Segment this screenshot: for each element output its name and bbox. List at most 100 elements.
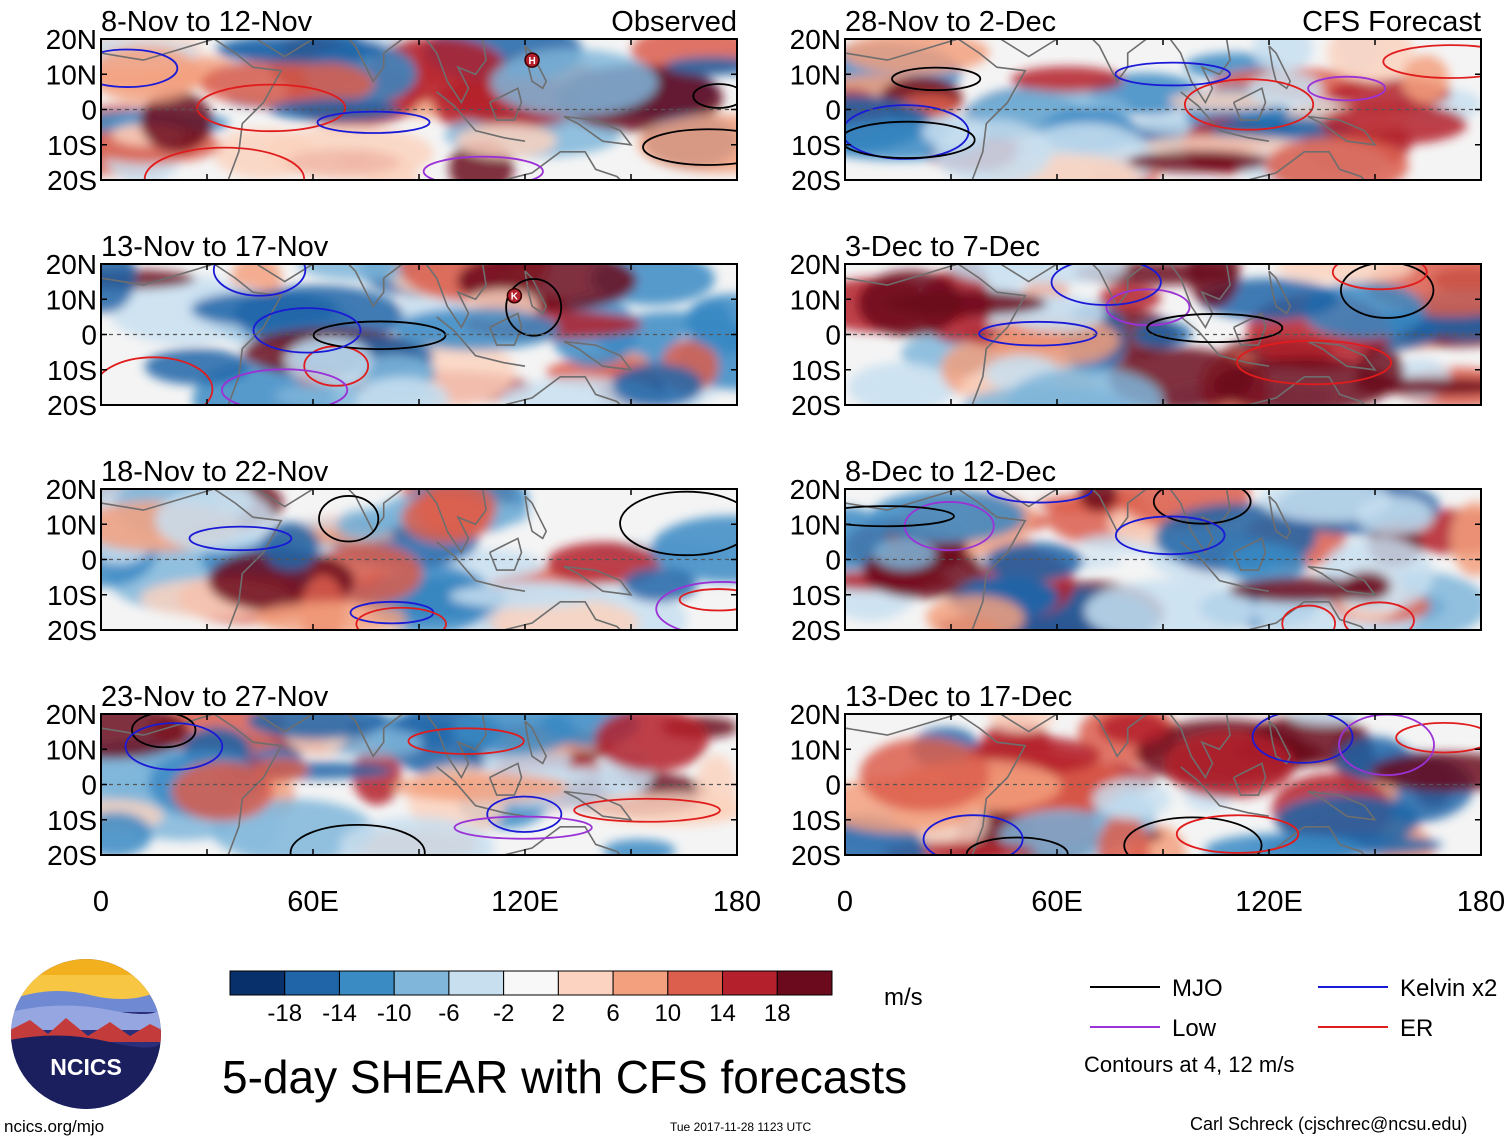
coastline [1000, 39, 1231, 105]
credit-author: Carl Schreck (cjschrec@ncsu.edu) [1190, 1114, 1468, 1134]
coastlines [845, 39, 1377, 180]
y-tick-label: 10S [791, 130, 841, 161]
y-tick-label: 0 [825, 95, 841, 126]
contour-line [1382, 44, 1481, 79]
contour-line [986, 489, 1093, 504]
contour-line [922, 814, 1024, 855]
contour-line [978, 320, 1098, 347]
shading-field [845, 39, 1481, 180]
shear-anomaly-patch [1275, 794, 1420, 847]
contour-line [1146, 313, 1284, 344]
colorbar-label: -18 [267, 1000, 302, 1027]
contour-line [845, 505, 955, 528]
shear-anomaly-patch [101, 45, 202, 103]
panel-title: 23-Nov to 27-Nov [101, 681, 329, 713]
shear-anomaly-patch [254, 601, 407, 630]
storm-marker-icon [506, 287, 523, 304]
y-tick-label: 10N [790, 284, 841, 315]
shear-anomaly-patch [393, 307, 560, 351]
y-tick-label: 20N [46, 24, 97, 55]
coastline [1000, 264, 1231, 329]
contour-line [1236, 339, 1393, 386]
shear-anomaly-patch [455, 123, 557, 158]
panel-forecast-2: 20N 10N 0 10S 20S 3-Dec to 7-Dec [790, 231, 1482, 421]
shear-anomaly-patch [171, 761, 274, 822]
shear-anomaly-patch [985, 541, 1084, 581]
contour-line [318, 495, 380, 543]
shear-anomaly-patch [1228, 577, 1379, 603]
y-tick-label: 20S [791, 615, 841, 646]
x-tick-label: 180 [713, 886, 761, 918]
shear-anomaly-patch [215, 39, 387, 64]
colorbar-label: 2 [552, 1000, 565, 1027]
x-tick-label: 0 [93, 886, 109, 918]
coastline [503, 151, 621, 180]
shear-anomaly-patch [356, 376, 450, 405]
contour-line [422, 155, 544, 180]
shading-field [101, 489, 737, 630]
colorbar-label: 18 [764, 1000, 791, 1027]
shear-anomaly-patch [253, 758, 309, 782]
panel-observed-4: 20N 10N 0 10S 20S 23-Nov to 27-Nov [46, 681, 738, 871]
colorbar-swatch [338, 970, 395, 996]
contour-line [891, 66, 982, 92]
coastline [101, 39, 283, 180]
shear-anomaly-patch [1000, 809, 1126, 855]
coastline [436, 541, 526, 592]
coastline [1232, 762, 1267, 796]
shading-field [845, 714, 1481, 855]
shear-anomaly-patch [685, 293, 737, 352]
contour-line [252, 307, 362, 354]
y-tick-label: 20N [790, 699, 841, 730]
column-label: Observed [611, 6, 737, 38]
panel-forecast-4: 20N 10N 0 10S 20S 13-Dec to 17-Dec [790, 681, 1482, 871]
shear-anomaly-patch [1291, 714, 1360, 725]
panel-observed-2: 20N 10N 0 10S 20S 13-Nov to 17-Nov K [46, 231, 738, 421]
coastline [1247, 376, 1365, 405]
wave-contours [978, 264, 1435, 386]
coastline [1268, 270, 1292, 315]
contour-line [1343, 601, 1415, 630]
coastline [1247, 601, 1365, 630]
storm-marker: H [524, 52, 540, 68]
colorbar-swatch [667, 970, 724, 996]
shear-anomaly-patch [191, 291, 338, 327]
shear-anomaly-patch [144, 348, 250, 385]
contour-line [316, 110, 431, 134]
coastline [845, 264, 1027, 405]
contour-line [505, 278, 563, 337]
shear-anomaly-patch [588, 792, 737, 825]
shear-anomaly-patch [859, 737, 990, 812]
y-tick-label: 10S [47, 805, 97, 836]
panel-title: 8-Nov to 12-Nov [101, 6, 313, 38]
shear-anomaly-patch [1252, 39, 1313, 73]
y-tick-label: 20S [47, 390, 97, 421]
coastline [1180, 91, 1270, 142]
coastline [1307, 115, 1377, 146]
contour-line [212, 264, 307, 297]
y-tick-label: 10S [791, 355, 841, 386]
shear-anomaly-patch [246, 714, 389, 740]
colorbar-swatch [776, 970, 833, 996]
contour-line [289, 824, 426, 855]
coastline [1232, 537, 1267, 571]
coastline [503, 601, 621, 630]
coastline [256, 714, 487, 780]
shear-anomaly-patch [622, 567, 697, 602]
panel-title: 28-Nov to 2-Dec [845, 6, 1056, 38]
y-tick-label: 0 [825, 770, 841, 801]
colorbar-label: -10 [377, 1000, 412, 1027]
y-tick-label: 20S [47, 840, 97, 871]
y-tick-label: 0 [825, 545, 841, 576]
coastline [1000, 714, 1231, 780]
coastline [563, 115, 633, 146]
colorbar-swatch [284, 970, 340, 996]
coastlines [845, 264, 1377, 405]
coastline [488, 87, 523, 121]
x-tick-label: 60E [1031, 886, 1083, 918]
contour-line [486, 795, 563, 833]
contour-line [1251, 714, 1354, 764]
coastline [845, 39, 1027, 180]
colorbar-label: 14 [709, 1000, 736, 1027]
